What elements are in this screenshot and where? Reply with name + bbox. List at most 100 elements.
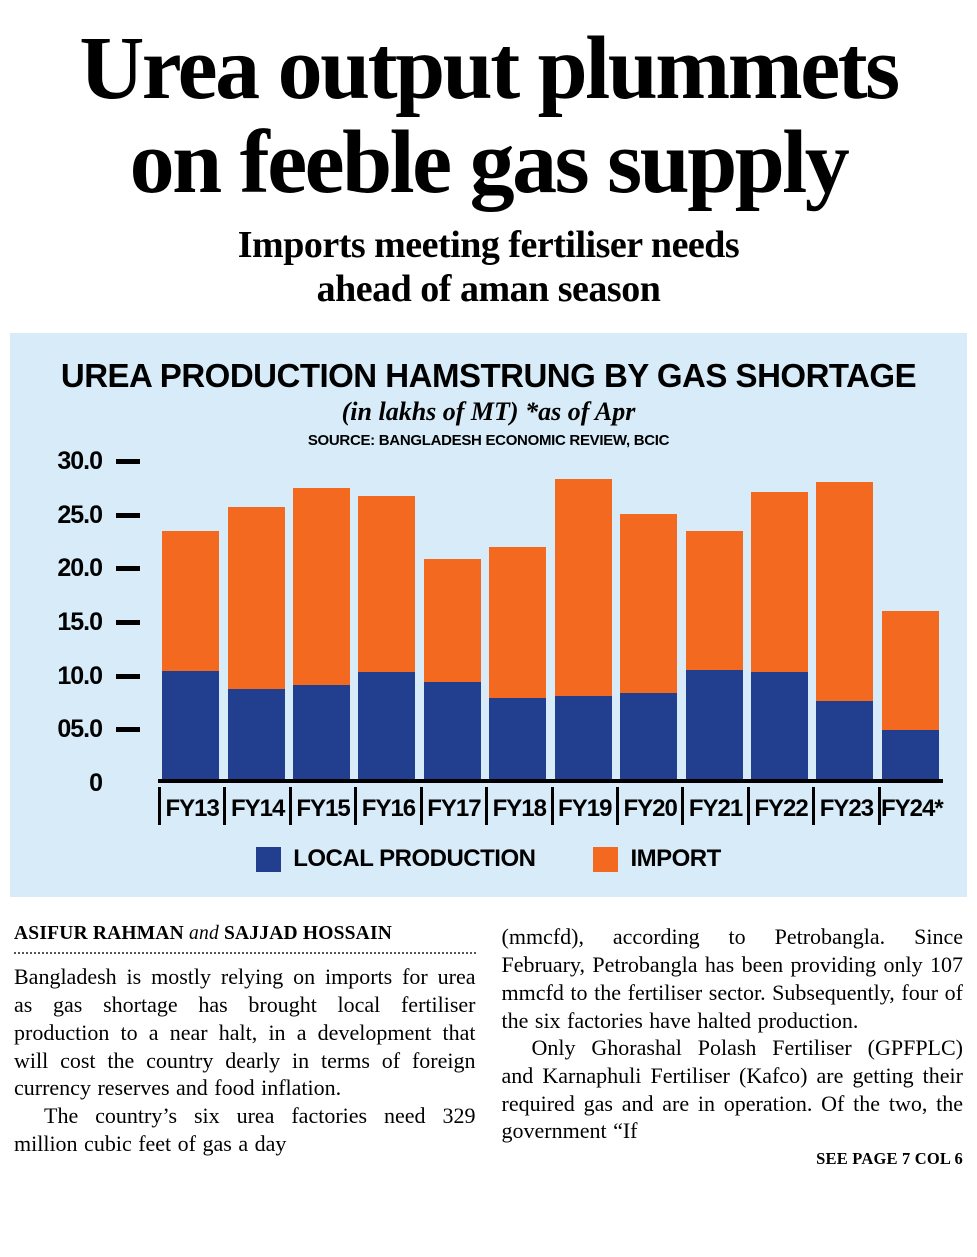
y-axis-tick-mark xyxy=(116,727,140,733)
stacked-bar xyxy=(816,461,874,780)
article-paragraph: Only Ghorashal Polash Fertiliser (GPFPLC… xyxy=(501,1035,964,1144)
y-axis-tick-label: 05.0 xyxy=(57,715,103,744)
subheadline-line2: ahead of aman season xyxy=(316,268,661,311)
local-production-segment xyxy=(816,700,874,780)
import-segment xyxy=(227,506,285,690)
col2-paragraphs: (mmcfd), according to Petrobangla. Since… xyxy=(502,923,964,1145)
bar-fy14 xyxy=(223,461,288,780)
article-column-2: (mmcfd), according to Petrobangla. Since… xyxy=(502,923,964,1169)
byline-author2: SAJJAD HOSSAIN xyxy=(223,923,393,945)
bar-fy18 xyxy=(485,461,550,780)
headline: Urea output plummets on feeble gas suppl… xyxy=(0,0,977,209)
legend-label: LOCAL PRODUCTION xyxy=(293,845,536,873)
y-axis-tick-label: 20.0 xyxy=(57,554,103,583)
article-paragraph: (mmcfd), according to Petrobangla. Since… xyxy=(501,924,964,1033)
local-production-segment xyxy=(423,681,481,780)
import-segment xyxy=(162,531,220,672)
chart-title: UREA PRODUCTION HAMSTRUNG BY GAS SHORTAG… xyxy=(60,357,917,395)
import-segment xyxy=(620,514,678,694)
x-axis-label: FY14 xyxy=(223,787,288,826)
local-production-segment xyxy=(358,672,416,780)
y-axis-tick-label: 10.0 xyxy=(57,661,103,690)
headline-line1: Urea output plummets xyxy=(79,19,900,118)
import-segment xyxy=(881,610,939,730)
import-segment xyxy=(685,531,743,671)
y-axis-tick-mark xyxy=(116,512,140,518)
stacked-bar xyxy=(554,461,612,780)
stacked-bar xyxy=(423,461,481,780)
import-segment xyxy=(489,547,547,698)
x-axis-labels: FY13 FY14 FY15 FY16 FY17 FY18 FY19 FY20 FY21 FY22… xyxy=(158,787,944,833)
stacked-bar xyxy=(227,461,285,780)
x-axis-label: FY24* xyxy=(877,787,944,826)
y-axis-tick: 05.0 xyxy=(38,715,158,744)
stacked-bar xyxy=(358,461,416,780)
stacked-bar xyxy=(685,461,743,780)
bar-fy15 xyxy=(289,461,354,780)
local-production-segment xyxy=(685,670,743,780)
col1-paragraphs: Bangladesh is mostly relying on imports … xyxy=(14,963,476,1157)
continuation-note: SEE PAGE 7 COL 6 xyxy=(816,1149,963,1169)
y-axis-tick: 20.0 xyxy=(38,554,158,583)
local-production-segment xyxy=(554,695,612,780)
y-axis-tick: 0 xyxy=(38,769,158,797)
bar-fy23 xyxy=(812,461,877,780)
import-segment xyxy=(554,479,612,696)
local-production-segment xyxy=(293,685,351,780)
stacked-bar xyxy=(489,461,547,780)
legend-swatch xyxy=(593,846,619,872)
local-production-segment xyxy=(751,672,808,780)
article-paragraph: The country’s six urea factories need 32… xyxy=(14,1102,476,1156)
y-axis-tick: 25.0 xyxy=(38,501,158,529)
stacked-bar xyxy=(751,461,808,780)
local-production-segment xyxy=(881,729,939,780)
chart: UREA PRODUCTION HAMSTRUNG BY GAS SHORTAG… xyxy=(10,333,967,898)
local-production-segment xyxy=(489,697,547,780)
y-axis-tick: 10.0 xyxy=(38,662,158,690)
legend-item: IMPORT xyxy=(593,845,721,873)
y-axis-tick-mark xyxy=(116,673,140,679)
chart-source: SOURCE: BANGLADESH ECONOMIC REVIEW, BCIC xyxy=(307,432,670,450)
subheadline-line1: Imports meeting fertiliser needs xyxy=(237,224,740,267)
local-production-segment xyxy=(620,693,678,780)
byline: ASIFUR RAHMAN and SAJJAD HOSSAIN xyxy=(14,923,476,945)
x-axis-label: FY13 xyxy=(158,787,223,826)
bar-fy24 xyxy=(878,461,943,780)
y-axis-tick-mark xyxy=(116,458,140,464)
stacked-bar xyxy=(620,461,678,780)
y-axis-tick-label: 30.0 xyxy=(57,446,103,475)
import-segment xyxy=(358,496,416,673)
plot-area: 30.0 25.0 20.0 15.0 10.0 05.0 0 FY13 FY14 FY15 FY… xyxy=(38,447,944,833)
import-segment xyxy=(816,481,874,701)
headline-line2: on feeble gas supply xyxy=(129,112,850,212)
legend-item: LOCAL PRODUCTION xyxy=(256,845,536,873)
bar-fy22 xyxy=(747,461,812,780)
y-axis-tick-label: 0 xyxy=(89,768,103,797)
x-axis-label: FY22 xyxy=(746,787,812,826)
article-column-1: ASIFUR RAHMAN and SAJJAD HOSSAIN Banglad… xyxy=(14,923,476,1169)
stacked-bar xyxy=(162,461,220,780)
y-axis: 30.0 25.0 20.0 15.0 10.0 05.0 0 xyxy=(38,447,158,797)
x-axis-label: FY18 xyxy=(485,787,550,826)
x-axis-label: FY20 xyxy=(615,787,681,826)
y-axis-tick-label: 15.0 xyxy=(57,607,103,636)
byline-author1: ASIFUR RAHMAN xyxy=(14,923,184,945)
x-axis-label: FY17 xyxy=(419,787,485,826)
article-body: ASIFUR RAHMAN and SAJJAD HOSSAIN Banglad… xyxy=(14,923,963,1169)
bar-fy13 xyxy=(158,461,223,780)
byline-divider xyxy=(14,952,476,955)
bars-area xyxy=(158,461,943,784)
bar-fy21 xyxy=(681,461,746,780)
x-axis-label: FY15 xyxy=(288,787,354,826)
subheadline: Imports meeting fertiliser needs ahead o… xyxy=(0,223,977,311)
bar-fy20 xyxy=(616,461,681,780)
chart-legend: LOCAL PRODUCTION IMPORT xyxy=(28,845,949,873)
x-axis-label: FY16 xyxy=(354,787,419,826)
y-axis-tick: 30.0 xyxy=(38,447,158,475)
bar-fy17 xyxy=(420,461,485,780)
import-segment xyxy=(423,558,481,682)
bar-fy16 xyxy=(354,461,419,780)
import-segment xyxy=(293,487,351,686)
legend-label: IMPORT xyxy=(630,845,721,873)
stacked-bar xyxy=(881,461,939,780)
